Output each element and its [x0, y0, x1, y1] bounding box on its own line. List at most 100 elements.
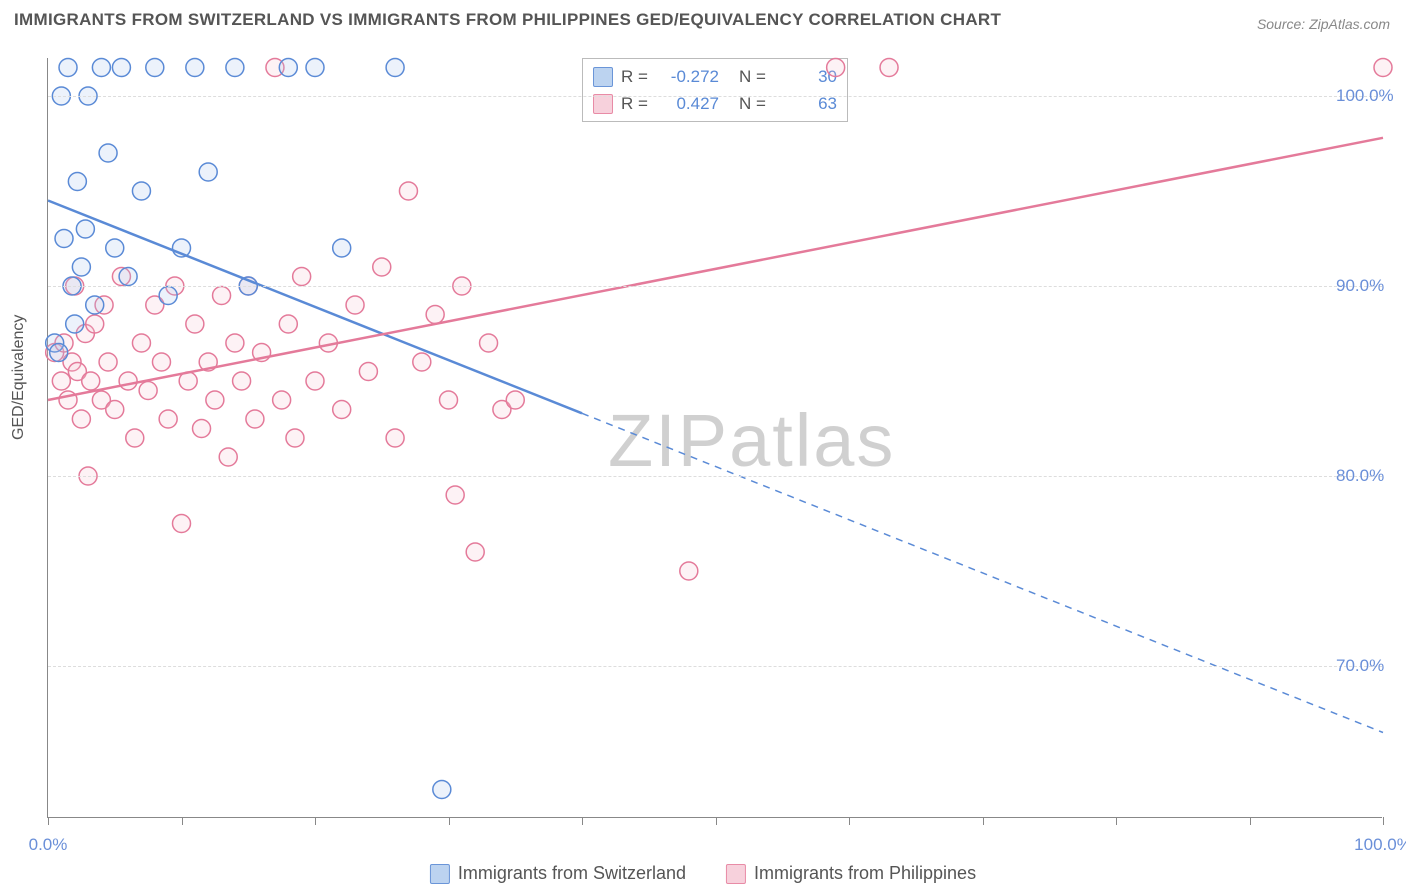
data-point — [386, 429, 404, 447]
gridline-h — [48, 666, 1382, 667]
data-point — [119, 268, 137, 286]
data-point — [293, 268, 311, 286]
plot-area: R = -0.272 N = 30 R = 0.427 N = 63 ZIPat… — [47, 58, 1382, 818]
data-point — [1374, 59, 1392, 77]
data-point — [279, 59, 297, 77]
source-attribution: Source: ZipAtlas.com — [1257, 16, 1390, 32]
data-point — [233, 372, 251, 390]
data-point — [132, 182, 150, 200]
data-point — [159, 287, 177, 305]
trendline-switzerland-dashed — [582, 413, 1383, 732]
data-point — [99, 144, 117, 162]
data-point — [273, 391, 291, 409]
data-point — [59, 59, 77, 77]
data-point — [86, 315, 104, 333]
data-point — [333, 239, 351, 257]
data-point — [286, 429, 304, 447]
x-tick — [48, 817, 49, 825]
data-point — [426, 306, 444, 324]
data-point — [66, 315, 84, 333]
legend-item-switzerland: Immigrants from Switzerland — [430, 863, 686, 884]
y-tick-label: 90.0% — [1336, 276, 1384, 296]
data-point — [199, 163, 217, 181]
x-tick — [849, 817, 850, 825]
plot-svg — [48, 58, 1382, 817]
legend-item-philippines: Immigrants from Philippines — [726, 863, 976, 884]
data-point — [246, 410, 264, 428]
x-tick — [1383, 817, 1384, 825]
data-point — [82, 372, 100, 390]
y-tick-label: 70.0% — [1336, 656, 1384, 676]
x-tick — [1250, 817, 1251, 825]
swatch-philippines-bottom — [726, 864, 746, 884]
data-point — [92, 59, 110, 77]
x-tick — [983, 817, 984, 825]
data-point — [112, 59, 130, 77]
data-point — [226, 334, 244, 352]
data-point — [333, 401, 351, 419]
y-tick-label: 100.0% — [1336, 86, 1394, 106]
gridline-h — [48, 476, 1382, 477]
data-point — [680, 562, 698, 580]
legend-label-philippines: Immigrants from Philippines — [754, 863, 976, 884]
data-point — [119, 372, 137, 390]
data-point — [386, 59, 404, 77]
data-point — [466, 543, 484, 561]
data-point — [126, 429, 144, 447]
x-tick-label: 0.0% — [29, 835, 68, 855]
data-point — [139, 382, 157, 400]
data-point — [106, 401, 124, 419]
data-point — [827, 59, 845, 77]
x-tick — [182, 817, 183, 825]
data-point — [193, 420, 211, 438]
data-point — [55, 230, 73, 248]
data-point — [413, 353, 431, 371]
x-tick — [582, 817, 583, 825]
data-point — [186, 59, 204, 77]
data-point — [173, 515, 191, 533]
data-point — [86, 296, 104, 314]
data-point — [213, 287, 231, 305]
data-point — [152, 353, 170, 371]
gridline-h — [48, 96, 1382, 97]
chart-title: IMMIGRANTS FROM SWITZERLAND VS IMMIGRANT… — [14, 10, 1001, 30]
gridline-h — [48, 286, 1382, 287]
data-point — [480, 334, 498, 352]
data-point — [106, 239, 124, 257]
data-point — [219, 448, 237, 466]
x-tick — [716, 817, 717, 825]
data-point — [72, 258, 90, 276]
data-point — [346, 296, 364, 314]
trendline-philippines — [48, 138, 1383, 400]
data-point — [76, 220, 94, 238]
x-tick-label: 100.0% — [1354, 835, 1406, 855]
data-point — [72, 410, 90, 428]
data-point — [206, 391, 224, 409]
data-point — [880, 59, 898, 77]
data-point — [373, 258, 391, 276]
x-tick — [1116, 817, 1117, 825]
series-legend: Immigrants from Switzerland Immigrants f… — [430, 863, 976, 884]
data-point — [506, 391, 524, 409]
y-axis-label: GED/Equivalency — [10, 315, 28, 440]
data-point — [68, 173, 86, 191]
data-point — [279, 315, 297, 333]
data-point — [440, 391, 458, 409]
data-point — [132, 334, 150, 352]
x-tick — [449, 817, 450, 825]
data-point — [306, 372, 324, 390]
legend-label-switzerland: Immigrants from Switzerland — [458, 863, 686, 884]
data-point — [399, 182, 417, 200]
data-point — [186, 315, 204, 333]
data-point — [446, 486, 464, 504]
data-point — [433, 781, 451, 799]
data-point — [50, 344, 68, 362]
data-point — [226, 59, 244, 77]
data-point — [159, 410, 177, 428]
data-point — [146, 59, 164, 77]
data-point — [359, 363, 377, 381]
y-tick-label: 80.0% — [1336, 466, 1384, 486]
x-tick — [315, 817, 316, 825]
data-point — [306, 59, 324, 77]
swatch-switzerland-bottom — [430, 864, 450, 884]
